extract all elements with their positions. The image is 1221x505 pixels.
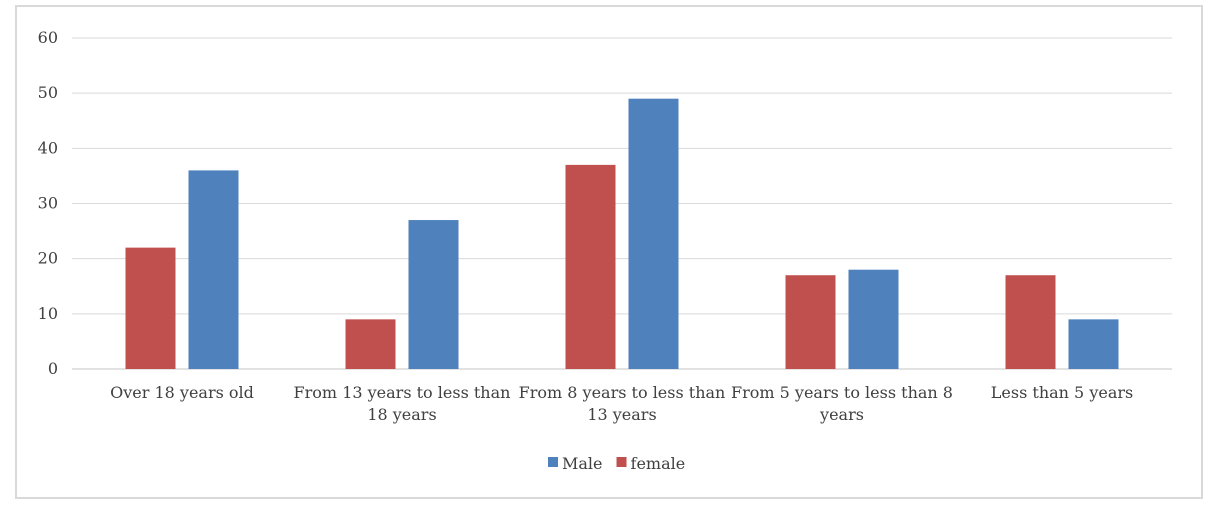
- y-tick-label: 20: [38, 249, 58, 268]
- y-tick-label: 0: [48, 359, 58, 378]
- bar-male-4: [848, 269, 899, 369]
- bar-female-5: [1005, 275, 1056, 369]
- y-tick-label: 50: [38, 83, 58, 102]
- x-category-label: Over 18 years old: [110, 383, 254, 402]
- bar-female-2: [345, 319, 396, 369]
- legend-label-female: female: [631, 454, 686, 473]
- legend-label-male: Male: [562, 454, 603, 473]
- y-axis-ticks: 0 10 20 30 40 50 60: [38, 28, 58, 378]
- legend-swatch-female: [616, 457, 627, 467]
- bar-female-3: [565, 164, 616, 369]
- x-category-label: Less than 5 years: [991, 383, 1133, 402]
- bar-female-1: [125, 247, 176, 369]
- x-axis-category-labels: Over 18 years old From 13 years to less t…: [110, 383, 1133, 424]
- x-category-label: From 13 years to less than 18 years: [294, 383, 511, 424]
- bar-male-3: [628, 98, 679, 369]
- y-tick-label: 10: [38, 304, 58, 323]
- bar-male-5: [1068, 319, 1119, 369]
- bar-male-2: [408, 220, 459, 369]
- y-tick-label: 30: [38, 194, 58, 213]
- x-category-label: From 8 years to less than 13 years: [519, 383, 726, 424]
- bar-male-1: [188, 170, 239, 369]
- x-category-label: From 5 years to less than 8 years: [731, 383, 953, 424]
- bar-female-4: [785, 275, 836, 369]
- y-tick-label: 60: [38, 28, 58, 47]
- legend: Male female: [548, 454, 685, 473]
- bars: [125, 98, 1119, 369]
- y-tick-label: 40: [38, 138, 58, 157]
- gridlines: [72, 37, 1172, 370]
- legend-swatch-male: [548, 457, 558, 467]
